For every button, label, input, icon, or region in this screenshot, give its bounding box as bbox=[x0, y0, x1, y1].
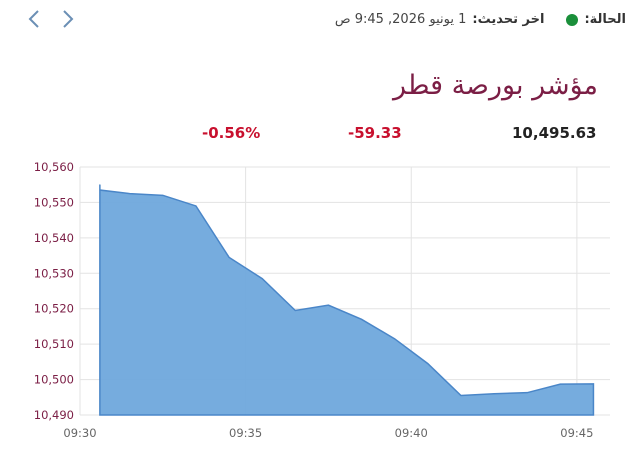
chevron-right-icon[interactable] bbox=[56, 8, 78, 30]
status-bar: الحالة: اخر تحديث: 1 يونيو 2026, 9:45 ص bbox=[335, 12, 626, 27]
data-point bbox=[394, 338, 396, 340]
data-point bbox=[195, 205, 197, 207]
data-point bbox=[294, 309, 296, 311]
data-point bbox=[99, 189, 101, 191]
nav-arrows bbox=[24, 8, 78, 30]
x-tick-label: 09:40 bbox=[395, 426, 428, 440]
change-percent: -0.56% bbox=[202, 124, 261, 142]
index-value: 10,495.63 bbox=[512, 124, 597, 142]
data-point bbox=[361, 318, 363, 320]
data-point bbox=[129, 193, 131, 195]
area-series bbox=[99, 184, 595, 416]
change-value: -59.33 bbox=[348, 124, 402, 142]
data-point bbox=[261, 278, 263, 280]
data-point bbox=[162, 194, 164, 196]
y-tick-label: 10,550 bbox=[34, 195, 74, 209]
last-update-value: 1 يونيو 2026, 9:45 ص bbox=[334, 12, 467, 27]
last-update-label: اخر تحديث: bbox=[472, 12, 545, 27]
data-point bbox=[99, 184, 101, 186]
data-point bbox=[228, 256, 230, 258]
x-tick-label: 09:35 bbox=[229, 426, 262, 440]
data-point bbox=[460, 395, 462, 397]
x-tick-label: 09:45 bbox=[560, 426, 593, 440]
data-point bbox=[559, 383, 561, 385]
y-tick-label: 10,520 bbox=[34, 302, 74, 316]
y-tick-label: 10,510 bbox=[34, 337, 74, 351]
y-tick-label: 10,490 bbox=[34, 408, 74, 422]
data-point bbox=[526, 392, 528, 394]
y-tick-label: 10,500 bbox=[34, 373, 74, 387]
index-stats: -0.56% -59.33 10,495.63 bbox=[0, 124, 640, 144]
data-point bbox=[493, 393, 495, 395]
data-point bbox=[592, 383, 594, 385]
page-title: مؤشر بورصة قطر bbox=[393, 70, 598, 101]
status-label: الحالة: bbox=[584, 12, 626, 27]
y-tick-label: 10,560 bbox=[34, 160, 74, 174]
y-tick-label: 10,540 bbox=[34, 231, 74, 245]
x-tick-label: 09:30 bbox=[63, 426, 96, 440]
y-tick-label: 10,530 bbox=[34, 266, 74, 280]
status-indicator-icon bbox=[566, 13, 579, 26]
data-point bbox=[427, 363, 429, 365]
data-point bbox=[327, 304, 329, 306]
chevron-left-icon[interactable] bbox=[24, 8, 46, 30]
